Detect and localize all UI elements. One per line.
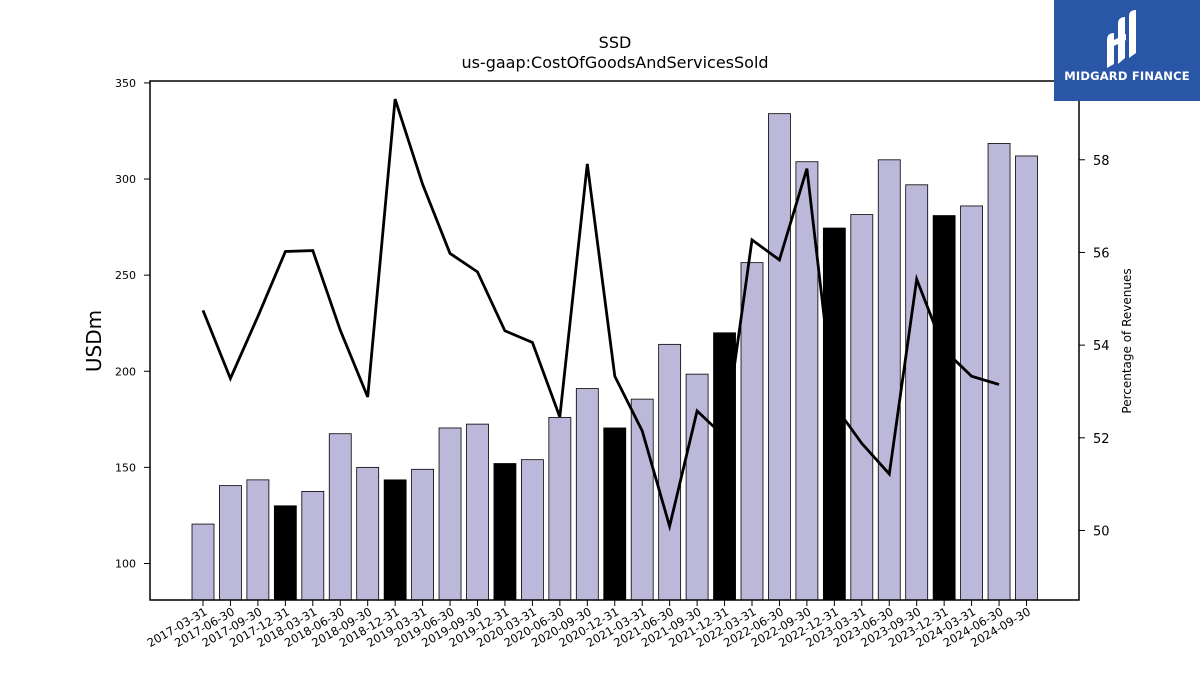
chart-title: SSD (599, 33, 632, 52)
bar-2019-03-31 (411, 468, 435, 601)
y2-axis-label: Percentage of Revenues (1120, 268, 1134, 413)
bar-2021-06-30 (658, 343, 682, 601)
bar-2019-06-30 (438, 427, 462, 601)
bar-2020-06-30 (548, 416, 572, 601)
bar-2019-12-31 (493, 463, 517, 601)
bar-2024-03-31 (960, 205, 983, 601)
bar-2020-12-31 (603, 427, 627, 601)
bar-2017-03-31 (191, 523, 215, 601)
bar-2023-03-31 (850, 214, 874, 601)
y2-tick-label: 56 (1093, 246, 1110, 261)
y-axis-left: 100 150 200 250 300 350 (115, 77, 150, 570)
y-tick-label: 150 (115, 461, 136, 474)
bar-2021-09-30 (685, 373, 709, 601)
bar-2022-06-30 (768, 113, 791, 601)
line-series (201, 98, 1000, 532)
y-tick-label: 100 (115, 557, 136, 570)
y2-tick-label: 58 (1093, 154, 1110, 169)
y-tick-label: 250 (115, 269, 136, 282)
bar-2024-09-30 (1015, 155, 1038, 601)
bar-2018-12-31 (383, 479, 407, 601)
bars (191, 113, 1038, 601)
bar-2018-06-30 (328, 433, 352, 601)
brand-logo: MIDGARD FINANCE (1054, 0, 1200, 101)
bar-2018-09-30 (356, 466, 380, 601)
x-axis: 2017-03-312017-06-302017-09-302017-12-31… (145, 600, 1033, 650)
bar-2017-12-31 (273, 505, 297, 601)
bar-2024-06-30 (987, 143, 1011, 601)
revenue-percentage-line (201, 98, 1000, 532)
y-axis-right: 50 52 54 56 58 (1079, 154, 1110, 539)
midgard-logo-icon (1107, 10, 1136, 68)
bar-2023-06-30 (877, 159, 901, 601)
bar-2020-09-30 (575, 388, 599, 601)
bar-2023-09-30 (905, 184, 929, 601)
y2-tick-label: 50 (1093, 524, 1110, 539)
y-tick-label: 300 (115, 173, 136, 186)
bar-2017-09-30 (246, 479, 270, 601)
bar-2022-03-31 (740, 262, 764, 601)
brand-name: MIDGARD FINANCE (1064, 69, 1190, 83)
y-tick-label: 200 (115, 365, 136, 378)
y2-tick-label: 54 (1093, 339, 1110, 354)
chart-subtitle: us-gaap:CostOfGoodsAndServicesSold (461, 53, 768, 72)
bar-2017-06-30 (219, 485, 242, 601)
y-tick-label: 350 (115, 77, 136, 90)
y-axis-label: USDm (82, 310, 106, 372)
bar-2020-03-31 (521, 459, 544, 601)
y2-tick-label: 52 (1093, 432, 1110, 447)
bar-2018-03-31 (301, 490, 325, 601)
bar-2023-12-31 (932, 215, 956, 601)
bar-2019-09-30 (466, 423, 489, 601)
